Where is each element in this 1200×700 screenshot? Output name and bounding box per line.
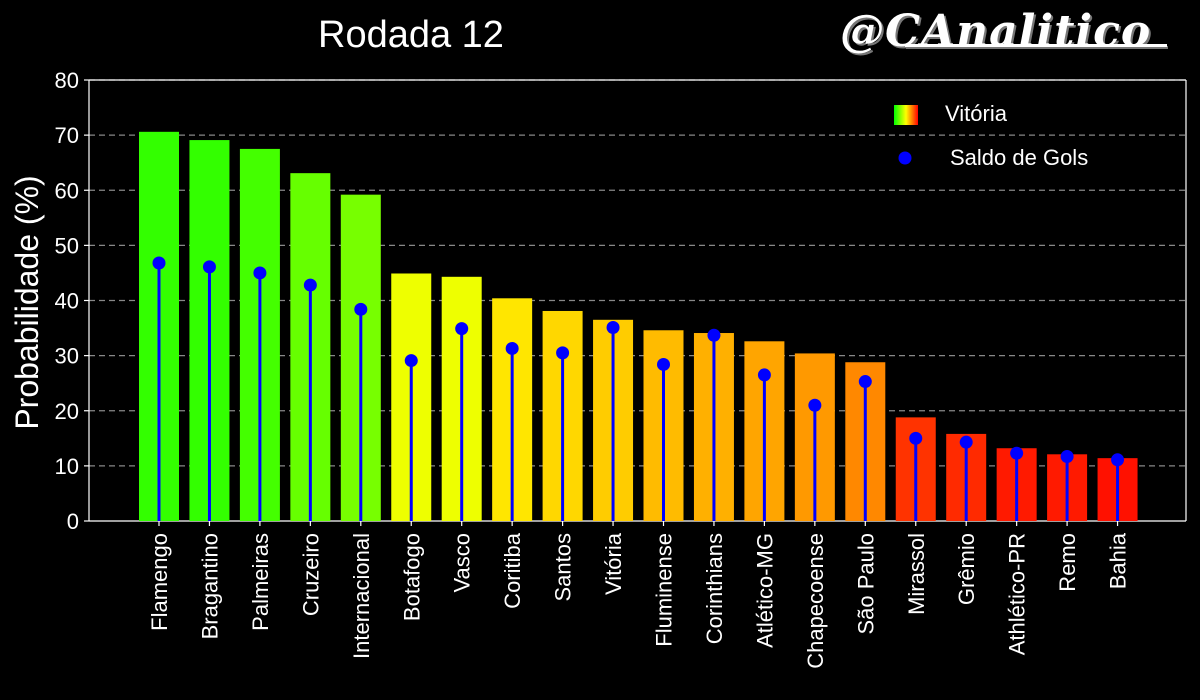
x-tick-label: Fluminense (652, 533, 677, 647)
x-tick-label: São Paulo (853, 533, 878, 635)
saldo-point (657, 357, 670, 371)
x-tick-label: Remo (1055, 533, 1080, 592)
x-tick-label: Mirassol (904, 533, 929, 615)
saldo-point (757, 368, 771, 382)
x-tick-label: Grêmio (954, 533, 979, 605)
x-tick-label: Santos (551, 533, 576, 602)
x-tick-label: Coritiba (500, 532, 525, 609)
saldo-point (858, 375, 872, 389)
x-tick-label: Flamengo (147, 533, 172, 631)
saldo-point (606, 321, 620, 335)
saldo-point (354, 302, 368, 316)
y-axis-label: Probabilidade (%) (9, 175, 45, 429)
legend-swatch-vitoria (894, 105, 918, 125)
saldo-point (959, 435, 973, 449)
chart-title: Rodada 12 (318, 14, 504, 56)
saldo-point (253, 266, 267, 280)
y-tick-label: 50 (55, 233, 79, 258)
x-tick-label: Atlético-MG (752, 533, 777, 648)
x-tick-label: Corinthians (702, 533, 727, 644)
x-tick-label: Bahia (1106, 532, 1131, 589)
y-tick-label: 40 (55, 289, 79, 314)
saldo-point (505, 341, 519, 355)
saldo-point (455, 322, 469, 336)
y-tick-label: 0 (67, 509, 79, 534)
saldo-point (303, 278, 317, 292)
x-tick-label: Cruzeiro (298, 533, 323, 616)
saldo-point (202, 260, 216, 274)
y-tick-label: 20 (55, 399, 79, 424)
saldo-point (1060, 450, 1074, 464)
x-tick-label: Athlético-PR (1005, 533, 1030, 655)
saldo-point (1010, 446, 1024, 460)
y-tick-label: 80 (55, 68, 79, 93)
brand-logo: @CAnalitico (840, 6, 1152, 57)
legend-marker-saldo (898, 151, 912, 165)
saldo-point (152, 256, 166, 270)
x-tick-label: Vasco (450, 533, 475, 593)
brand-underline (905, 44, 1167, 47)
y-tick-label: 70 (55, 123, 79, 148)
legend-label-saldo: Saldo de Gols (950, 145, 1088, 170)
x-tick-label: Vitória (601, 532, 626, 595)
saldo-point (909, 431, 923, 445)
x-tick-label: Botafogo (399, 533, 424, 621)
saldo-point (556, 346, 570, 360)
saldo-point (1111, 453, 1125, 467)
saldo-point (707, 328, 721, 342)
y-tick-label: 30 (55, 344, 79, 369)
saldo-point (404, 354, 418, 368)
x-tick-label: Bragantino (197, 533, 222, 639)
legend-label-vitoria: Vitória (945, 101, 1008, 126)
x-tick-label: Chapecoense (803, 533, 828, 669)
x-tick-label: Palmeiras (248, 533, 273, 631)
saldo-point (808, 398, 822, 412)
x-tick-label: Internacional (349, 533, 374, 659)
y-tick-label: 10 (55, 454, 79, 479)
y-tick-label: 60 (55, 178, 79, 203)
